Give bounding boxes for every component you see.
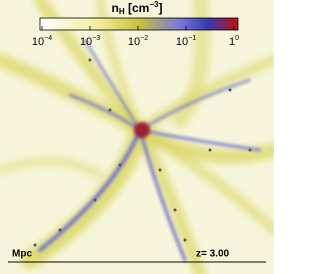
label-unit: [cm: [128, 1, 149, 15]
tick-exponent: −4: [44, 35, 52, 42]
colorbar-ticks: 10−4 10−3 10−2 10−1 10: [32, 26, 239, 48]
label-symbol: n: [112, 1, 119, 15]
tick-base: 10: [32, 36, 44, 48]
tick-base: 10: [80, 36, 92, 48]
tick-label: 10−1: [176, 35, 196, 48]
tick-exponent: 0: [235, 35, 239, 42]
tick-label: 10: [229, 35, 239, 48]
tick-base: 1: [229, 36, 235, 48]
tick-exponent: −2: [140, 35, 148, 42]
dense-core: [134, 122, 150, 138]
colorbar: [39, 17, 239, 31]
label-close: ]: [158, 1, 162, 15]
tick-base: 10: [176, 36, 188, 48]
redshift: z= 3.00: [196, 249, 230, 260]
halos: [33, 58, 252, 247]
label-exponent: −3: [149, 0, 159, 9]
tick-base: 10: [128, 36, 140, 48]
scale-label: Mpc: [12, 249, 32, 260]
tick-label: 10−3: [80, 35, 100, 48]
simulation-view: nH [cm−3] 10−4 10−3 10−2 10−1 10 Mpc z= 3.00: [0, 0, 274, 274]
tick-label: 10−4: [32, 35, 52, 48]
tick-exponent: −1: [188, 35, 196, 42]
label-subscript: H: [119, 7, 125, 16]
colorbar-label: nH [cm−3]: [112, 0, 163, 16]
tick-label: 10−2: [128, 35, 148, 48]
tick-exponent: −3: [92, 35, 100, 42]
